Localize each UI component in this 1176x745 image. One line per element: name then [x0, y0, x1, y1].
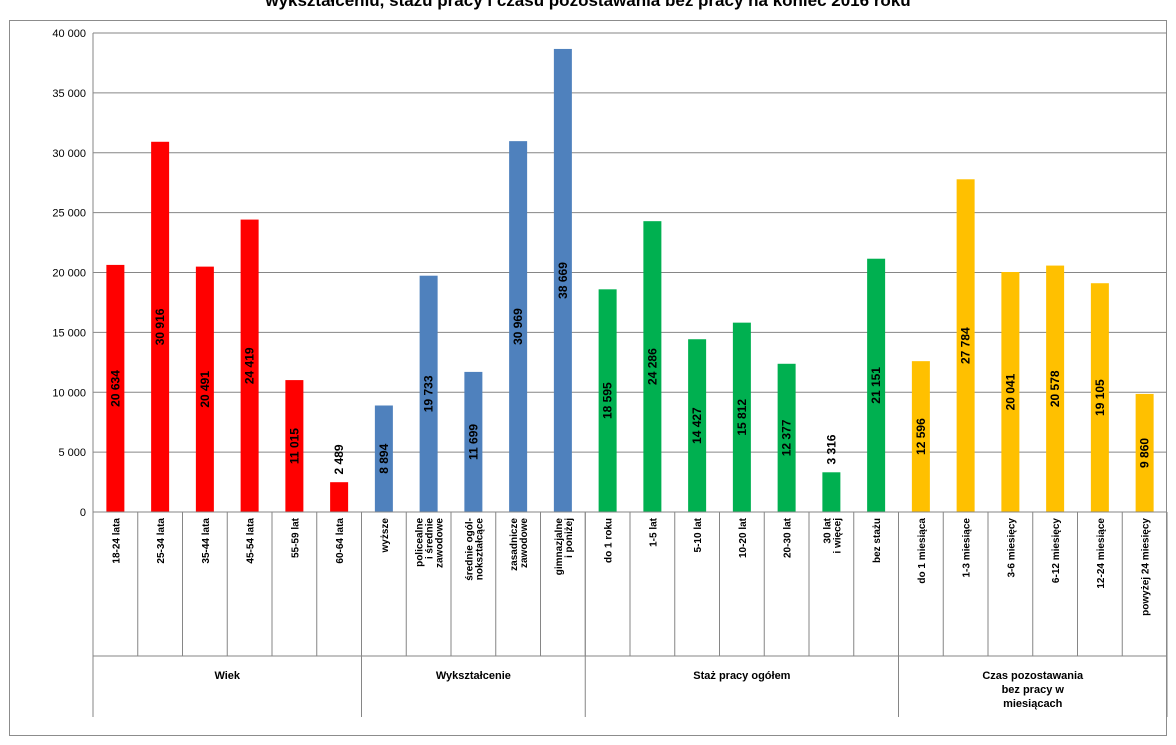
category-label: 35-44 lata [201, 518, 212, 564]
group-label: miesiącach [1003, 698, 1063, 710]
y-tick-label: 15 000 [52, 327, 86, 339]
category-label: 20-30 lat [783, 517, 794, 558]
bar [419, 275, 438, 512]
bar [509, 141, 528, 512]
bar [330, 482, 349, 512]
category-label: bez stażu [872, 518, 883, 563]
bar [822, 472, 841, 512]
data-label: 8 894 [377, 443, 391, 473]
y-tick-label: 25 000 [52, 208, 86, 220]
category-label: 45-54 lata [246, 518, 257, 564]
data-label: 15 812 [735, 399, 749, 436]
bar [1090, 283, 1109, 512]
category-label: i więcej [832, 518, 843, 554]
data-label: 19 733 [422, 375, 436, 412]
category-label: i poniżej [564, 518, 575, 558]
data-label: 20 491 [198, 371, 212, 408]
data-label: 24 286 [645, 348, 659, 385]
bar [285, 380, 304, 512]
data-label: 27 784 [959, 327, 973, 364]
category-label: 10-20 lat [738, 517, 749, 558]
data-label: 12 377 [780, 419, 794, 456]
data-label: 20 578 [1048, 370, 1062, 407]
y-tick-label: 30 000 [52, 148, 86, 160]
data-label: 20 634 [108, 370, 122, 407]
bar [240, 219, 259, 513]
bar [1135, 393, 1154, 512]
data-label: 9 860 [1138, 438, 1152, 468]
bar [956, 179, 975, 512]
y-tick-label: 40 000 [52, 28, 86, 40]
group-label: bez pracy w [1002, 684, 1065, 696]
category-label: wyższe [380, 518, 391, 554]
bar [195, 266, 214, 512]
bar [643, 221, 662, 512]
category-label: policealne [415, 518, 426, 567]
data-label: 12 596 [914, 418, 928, 455]
data-label: 3 316 [824, 434, 838, 464]
category-label: zawodowe [435, 518, 446, 568]
data-label: 38 669 [556, 262, 570, 299]
category-label: 1-3 miesiące [962, 518, 973, 578]
bar [867, 258, 886, 512]
group-label: Staż pracy ogółem [693, 670, 790, 682]
chart-title: wykształceniu, stażu pracy i czasu pozos… [265, 0, 911, 10]
data-label: 24 419 [243, 347, 257, 384]
bar [598, 289, 617, 512]
data-label: 30 969 [511, 308, 525, 345]
y-tick-label: 20 000 [52, 268, 86, 280]
category-label: 3-6 miesięcy [1006, 518, 1017, 578]
bar [1001, 272, 1020, 512]
category-label: 12-24 miesiące [1096, 518, 1107, 589]
bar [374, 405, 393, 512]
data-label: 2 489 [332, 444, 346, 474]
bar [106, 264, 125, 512]
bar [151, 141, 170, 513]
category-label: 1-5 lat [648, 517, 659, 547]
category-label: średnie ogól- [464, 518, 475, 581]
data-label: 11 015 [287, 428, 301, 464]
category-label: zasadnicze [509, 518, 520, 571]
category-label: 5-10 lat [693, 517, 704, 552]
category-label: powyżej 24 miesięcy [1141, 518, 1152, 616]
category-label: 30 lat [822, 517, 833, 543]
bar [911, 361, 930, 512]
bar [777, 363, 796, 512]
bar [464, 371, 483, 512]
category-label: 55-59 lat [290, 517, 301, 558]
data-label: 19 105 [1093, 379, 1107, 416]
category-label: 60-64 lata [335, 518, 346, 564]
data-label: 11 699 [466, 424, 480, 460]
group-label: Wykształcenie [436, 670, 511, 682]
data-label: 18 595 [601, 382, 615, 419]
category-label: zawodowe [519, 518, 530, 568]
bar [553, 48, 572, 513]
data-label: 14 427 [690, 407, 704, 444]
category-label: nokształcące [474, 518, 485, 581]
category-label: do 1 roku [604, 518, 615, 563]
category-label: i średnie [425, 518, 436, 560]
bar [732, 322, 751, 512]
group-label: Wiek [214, 670, 240, 682]
data-label: 21 151 [869, 367, 883, 404]
y-tick-label: 10 000 [52, 387, 86, 399]
category-label: gimnazjalne [554, 518, 565, 576]
category-label: 25-34 lata [156, 518, 167, 564]
y-tick-label: 35 000 [52, 88, 86, 100]
bar [688, 339, 707, 512]
category-label: 18-24 lata [111, 518, 122, 564]
data-label: 20 041 [1003, 373, 1017, 410]
category-label: 6-12 miesięcy [1051, 518, 1062, 583]
y-tick-label: 5 000 [58, 447, 86, 459]
y-tick-label: 0 [80, 507, 86, 519]
data-label: 30 916 [153, 308, 167, 345]
group-label: Czas pozostawania [982, 670, 1084, 682]
category-label: do 1 miesiąca [917, 518, 928, 584]
bar [1046, 265, 1065, 512]
